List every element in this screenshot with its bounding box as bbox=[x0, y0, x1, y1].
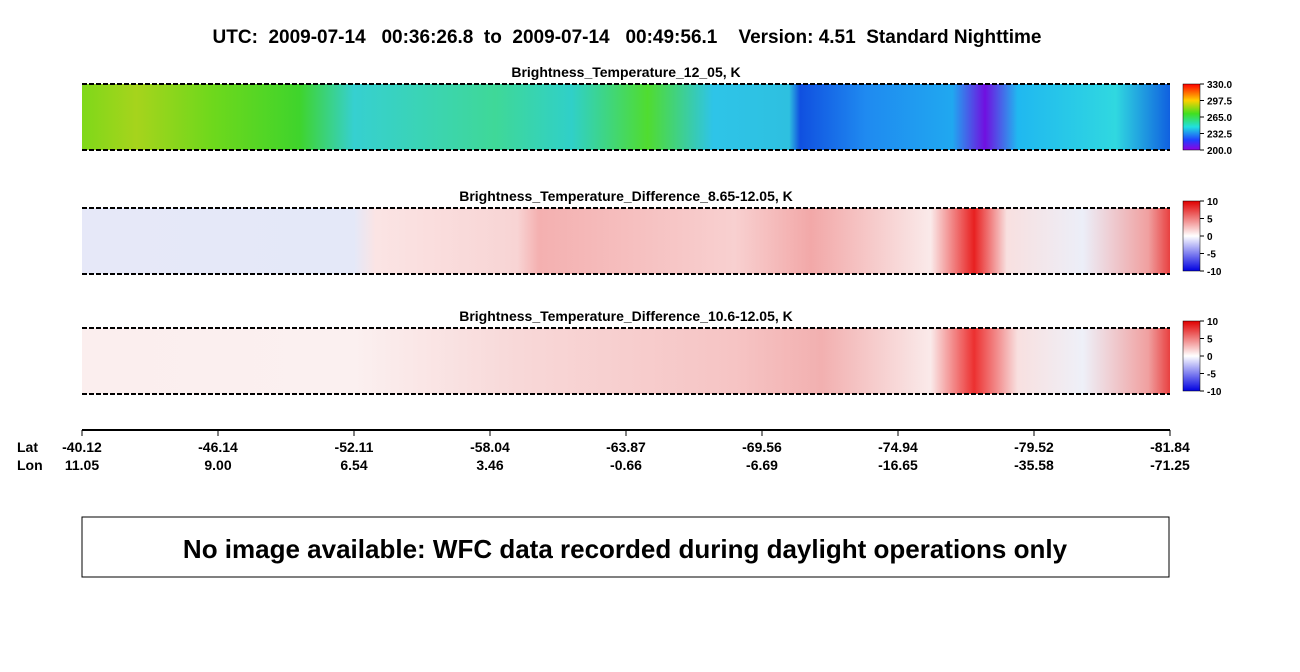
colorbar-label: 0 bbox=[1207, 232, 1213, 243]
image-strip bbox=[82, 84, 1170, 150]
colorbar-label: 200.0 bbox=[1207, 146, 1232, 157]
colorbar-label: -10 bbox=[1207, 387, 1222, 398]
colorbar-label: -10 bbox=[1207, 267, 1222, 278]
lon-label: -6.69 bbox=[746, 457, 778, 473]
colorbar-label: -5 bbox=[1207, 370, 1216, 381]
image-strip bbox=[82, 208, 1170, 274]
lon-label: 3.46 bbox=[476, 457, 503, 473]
row-label: Lon bbox=[17, 457, 43, 473]
lon-label: -16.65 bbox=[878, 457, 918, 473]
colorbar-label: 5 bbox=[1207, 335, 1213, 346]
lon-label: 9.00 bbox=[204, 457, 231, 473]
colorbar-label: 10 bbox=[1207, 317, 1219, 328]
lon-label: -0.66 bbox=[610, 457, 642, 473]
row-label: Lat bbox=[17, 439, 38, 455]
title: UTC: 2009-07-14 00:36:26.8 to 2009-07-14… bbox=[213, 27, 1042, 48]
panel-title: Brightness_Temperature_12_05, K bbox=[511, 64, 740, 80]
colorbar bbox=[1182, 320, 1201, 392]
lon-label: 11.05 bbox=[65, 457, 99, 473]
colorbar bbox=[1182, 83, 1201, 151]
message-box bbox=[81, 516, 1170, 578]
lat-label: -40.12 bbox=[62, 439, 102, 455]
colorbar bbox=[1182, 200, 1201, 272]
lat-label: -79.52 bbox=[1014, 439, 1054, 455]
panel-title: Brightness_Temperature_Difference_8.65-1… bbox=[459, 188, 793, 204]
colorbar-label: 10 bbox=[1207, 197, 1219, 208]
lat-label: -63.87 bbox=[606, 439, 646, 455]
panel-title: Brightness_Temperature_Difference_10.6-1… bbox=[459, 308, 793, 324]
colorbar-label: 5 bbox=[1207, 215, 1213, 226]
colorbar-label: 297.5 bbox=[1207, 97, 1232, 108]
lon-label: -71.25 bbox=[1150, 457, 1190, 473]
lat-label: -58.04 bbox=[470, 439, 510, 455]
lat-label: -52.11 bbox=[335, 439, 374, 455]
lat-label: -46.14 bbox=[198, 439, 238, 455]
colorbar-label: 0 bbox=[1207, 352, 1213, 363]
colorbar-label: 265.0 bbox=[1207, 113, 1232, 124]
lat-label: -74.94 bbox=[878, 439, 918, 455]
lat-label: -81.84 bbox=[1150, 439, 1190, 455]
message: No image available: WFC data recorded du… bbox=[183, 534, 1068, 564]
image-strip bbox=[82, 328, 1170, 394]
colorbar-label: 330.0 bbox=[1207, 80, 1232, 91]
lon-label: -35.58 bbox=[1014, 457, 1054, 473]
lon-label: 6.54 bbox=[340, 457, 367, 473]
lat-label: -69.56 bbox=[742, 439, 782, 455]
colorbar-label: 232.5 bbox=[1207, 130, 1232, 141]
colorbar-label: -5 bbox=[1207, 250, 1216, 261]
